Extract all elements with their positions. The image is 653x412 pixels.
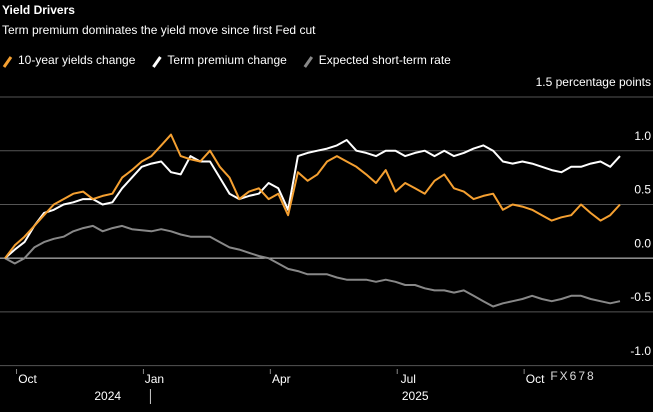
watermark: FX678 — [550, 369, 595, 383]
legend-label: 10-year yields change — [18, 53, 136, 67]
legend-label: Term premium change — [167, 53, 287, 67]
x-tick-label: Jan — [145, 372, 164, 386]
y-tick-label: 0.5 — [634, 183, 651, 197]
chart-title: Yield Drivers — [2, 3, 75, 17]
x-tick-label: Jul — [401, 372, 416, 386]
legend-swatch — [152, 56, 162, 68]
x-tick-label: Oct — [18, 372, 37, 386]
legend: 10-year yields change Term premium change… — [2, 53, 451, 68]
x-tick-label: Apr — [272, 372, 291, 386]
legend-swatch — [303, 56, 314, 68]
series-line — [4, 133, 621, 259]
y-tick-label: 1.0 — [634, 129, 651, 143]
x-tick-label: Oct — [526, 372, 545, 386]
chart-subtitle: Term premium dominates the yield move si… — [2, 23, 316, 37]
legend-swatch — [2, 56, 13, 68]
year-label: 2024 — [94, 389, 121, 403]
y-tick-label: 1.5 percentage points — [536, 75, 651, 89]
legend-label: Expected short-term rate — [319, 53, 451, 67]
y-tick-label: -1.0 — [630, 344, 651, 358]
series-line — [4, 224, 621, 308]
y-tick-label: 0.0 — [634, 236, 651, 250]
year-label: 2025 — [402, 389, 429, 403]
series-line — [4, 139, 621, 259]
y-tick-label: -0.5 — [630, 290, 651, 304]
